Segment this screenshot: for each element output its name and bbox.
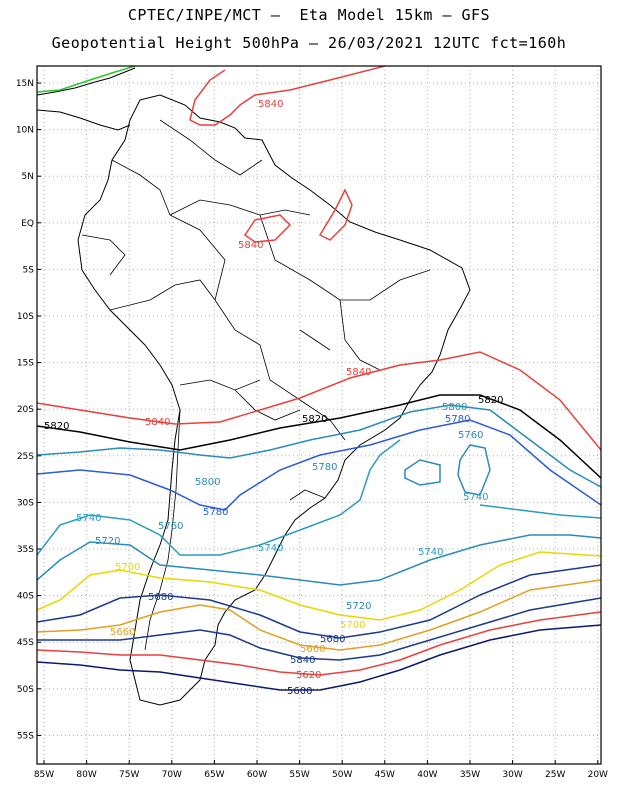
contour-5640 xyxy=(37,597,602,661)
lat-tick-label: 15N xyxy=(16,79,34,89)
border-peru-bolivia xyxy=(109,279,216,311)
central-america-south-coast xyxy=(36,109,131,131)
contour-5720 xyxy=(36,534,602,586)
border-brazil-north xyxy=(169,199,311,216)
map-frame xyxy=(36,65,602,765)
contour-label: 5680 xyxy=(148,592,173,603)
contour-label: 5760 xyxy=(458,430,483,441)
contour-label: 5780 xyxy=(445,414,470,425)
contour-label: 5760 xyxy=(158,521,183,532)
contour-label: 5700 xyxy=(340,620,365,631)
contour-label: 5840 xyxy=(290,655,315,666)
contour-label: 5600 xyxy=(287,686,312,697)
lat-tick-label: EQ xyxy=(21,219,34,229)
lat-tick-label: 55S xyxy=(17,731,34,741)
border-bolivia-south xyxy=(179,379,261,391)
contour-5760-east xyxy=(457,444,491,496)
contour-label: 5820 xyxy=(478,395,503,406)
lat-tick-label: 30S xyxy=(17,498,34,508)
contour-label: 5740 xyxy=(258,543,283,554)
lat-tick-label: 10N xyxy=(16,126,34,136)
contour-label: 5660 xyxy=(300,644,325,655)
contour-label: 5840 xyxy=(145,417,170,428)
contour-label: 5700 xyxy=(115,562,140,573)
contour-5680 xyxy=(36,564,602,639)
lat-tick-label: 35S xyxy=(17,545,34,555)
contour-5700 xyxy=(36,551,602,621)
border-ecuador xyxy=(81,234,126,276)
border-colombia xyxy=(111,159,171,216)
contour-5780 xyxy=(36,419,602,511)
lon-tick-label: 65W xyxy=(204,770,224,780)
map-title: CPTEC/INPE/MCT – Eta Model 15km – GFS xyxy=(127,6,491,24)
lon-tick-label: 60W xyxy=(247,770,267,780)
contour-5840-north xyxy=(189,65,386,126)
contour-5820 xyxy=(36,394,602,479)
lon-tick-label: 25W xyxy=(545,770,565,780)
central-america-coastline xyxy=(36,67,136,96)
contour-5660 xyxy=(36,579,602,651)
contour-label: 5780 xyxy=(203,507,228,518)
lon-tick-label: 20W xyxy=(588,770,608,780)
contour-5840-amazon xyxy=(243,214,292,243)
border-paraguay xyxy=(234,389,301,421)
contour-label: 5820 xyxy=(44,421,69,432)
lat-tick-label: 5N xyxy=(22,172,34,182)
border-venezuela xyxy=(159,119,263,176)
lon-tick-label: 45W xyxy=(375,770,395,780)
lon-tick-label: 75W xyxy=(119,770,139,780)
lat-tick-label: 15S xyxy=(17,359,34,369)
lon-tick-label: 85W xyxy=(34,770,54,780)
contour-label: 5840 xyxy=(346,367,371,378)
map-subtitle: Geopotential Height 500hPa – 26/03/2021 … xyxy=(51,34,567,52)
contour-label: 5660 xyxy=(110,627,135,638)
contour-5840-east xyxy=(318,188,353,241)
contour-label: 5780 xyxy=(312,462,337,473)
lon-tick-label: 50W xyxy=(332,770,352,780)
contour-label: 5740 xyxy=(418,547,443,558)
contour-label: 5820 xyxy=(302,414,327,425)
contour-label: 5620 xyxy=(296,670,321,681)
contour-label: 5740 xyxy=(76,513,101,524)
contour-5620 xyxy=(36,611,602,676)
lon-tick-label: 70W xyxy=(162,770,182,780)
lat-tick-label: 20S xyxy=(17,405,34,415)
lat-tick-label: 25S xyxy=(17,452,34,462)
lat-tick-label: 5S xyxy=(23,265,35,275)
contour-label: 5720 xyxy=(346,601,371,612)
contours xyxy=(36,65,602,691)
contour-5800 xyxy=(36,404,602,488)
lon-tick-label: 35W xyxy=(460,770,480,780)
contour-label: 5840 xyxy=(238,240,263,251)
axis-ticks: 15N 10N 5N EQ 5S 10S 15S 20S 25S 30S 35S 40S 45S 50S 5… xyxy=(16,79,608,780)
contour-5740 xyxy=(36,439,602,556)
lon-tick-label: 30W xyxy=(502,770,522,780)
contour-5600 xyxy=(36,624,602,691)
graticule xyxy=(37,66,601,764)
contour-label: 5720 xyxy=(95,536,120,547)
border-uruguay xyxy=(289,489,326,501)
lon-tick-label: 40W xyxy=(417,770,437,780)
contour-label: 5800 xyxy=(442,402,467,413)
contour-5760-closed xyxy=(404,459,441,486)
lat-tick-label: 10S xyxy=(17,312,34,322)
contour-labels: 5840 5840 5840 5840 5820 5820 5820 5800 … xyxy=(44,99,503,697)
lon-tick-label: 55W xyxy=(289,770,309,780)
border-brazil-west xyxy=(169,214,346,441)
lat-tick-label: 45S xyxy=(17,638,34,648)
lat-tick-label: 50S xyxy=(17,685,34,695)
contour-label: 5840 xyxy=(258,99,283,110)
border-brazil-states xyxy=(259,214,431,371)
contour-5880 xyxy=(36,65,136,93)
lon-tick-label: 80W xyxy=(76,770,96,780)
contour-label: 5740 xyxy=(463,492,488,503)
lat-tick-label: 40S xyxy=(17,592,34,602)
contour-label: 5680 xyxy=(320,634,345,645)
contour-label: 5800 xyxy=(195,477,220,488)
contour-5840-south xyxy=(36,351,602,451)
